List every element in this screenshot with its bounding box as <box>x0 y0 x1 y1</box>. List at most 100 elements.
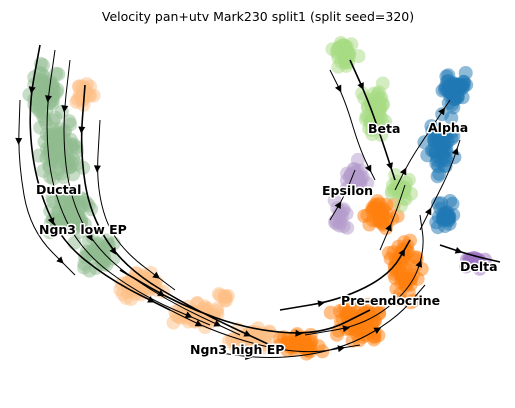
point-pre-endocrine <box>361 297 375 312</box>
point-pre-endocrine <box>385 211 400 226</box>
point-ngn3-low-ep <box>77 260 92 275</box>
point-pre-endocrine <box>373 207 388 222</box>
point-epsilon <box>339 173 354 188</box>
stream-arrow <box>364 164 372 173</box>
point-ductal <box>69 140 84 155</box>
streamline <box>63 59 241 336</box>
point-alpha <box>441 84 456 99</box>
point-ngn3-low-ep <box>72 200 87 215</box>
stream-arrow <box>454 246 463 254</box>
cluster-label-delta: Delta <box>460 259 498 274</box>
point-pre-endocrine <box>410 271 425 286</box>
stream-arrow <box>357 82 364 90</box>
stream-arrow <box>424 207 432 216</box>
point-ngn3-high-ep <box>83 88 98 103</box>
point-beta <box>332 41 347 56</box>
stream-arrow <box>78 126 86 134</box>
streamline <box>439 244 501 263</box>
streamline <box>18 99 76 276</box>
stream-arrow <box>373 327 382 334</box>
stream-arrow <box>45 95 52 103</box>
streamline <box>394 99 451 191</box>
stream-arrow <box>28 86 36 94</box>
point-beta <box>372 85 386 100</box>
point-beta <box>338 55 353 70</box>
streamline <box>97 119 176 291</box>
point-beta <box>378 114 393 129</box>
stream-arrow <box>61 105 69 113</box>
point-pre-endocrine <box>398 261 413 276</box>
stream-arrow <box>66 227 74 235</box>
streamline <box>199 284 426 358</box>
point-pre-endocrine <box>401 285 416 300</box>
point-ngn3-low-ep <box>84 244 99 259</box>
stream-arrow <box>386 162 393 170</box>
point-beta <box>389 174 404 189</box>
chart-title: Velocity pan+utv Mark230 split1 (split s… <box>102 9 414 24</box>
point-ductal <box>39 81 54 96</box>
stream-arrow <box>385 223 392 232</box>
streamline <box>329 69 376 181</box>
point-ductal <box>52 141 67 156</box>
stream-arrow <box>47 217 55 225</box>
point-ngn3-low-ep <box>67 213 82 228</box>
cluster-label-epsilon: Epsilon <box>322 183 373 198</box>
stream-arrow <box>295 329 303 337</box>
streamline <box>279 239 411 311</box>
point-ductal <box>62 114 77 129</box>
cluster-label-ngn3-high-ep: Ngn3 high EP <box>190 342 284 357</box>
stream-arrow <box>342 325 350 333</box>
stream-arrow <box>56 256 64 264</box>
point-alpha <box>429 156 444 171</box>
point-alpha <box>430 169 445 184</box>
stream-arrow <box>213 320 222 327</box>
streamline <box>46 49 211 326</box>
cluster-label-beta: Beta <box>368 121 400 136</box>
scatter-points <box>22 36 493 361</box>
point-alpha <box>441 134 455 149</box>
point-ngn3-high-ep <box>197 299 212 314</box>
cluster-label-pre-endocrine: Pre-endocrine <box>341 293 440 308</box>
point-ngn3-high-ep <box>262 325 277 340</box>
point-pre-endocrine <box>352 320 366 335</box>
stream-arrow <box>152 271 160 279</box>
point-alpha <box>441 213 456 228</box>
streamline <box>29 44 171 311</box>
point-ngn3-high-ep <box>249 328 264 343</box>
stream-arrow <box>194 319 203 327</box>
stream-arrow <box>184 311 193 318</box>
cluster-label-ductal: Ductal <box>36 182 81 197</box>
stream-arrow <box>438 107 445 116</box>
stream-arrow <box>147 296 155 303</box>
streamline <box>80 84 271 346</box>
point-ngn3-high-ep <box>218 293 233 308</box>
point-delta <box>465 253 480 268</box>
streamline <box>119 269 371 334</box>
stream-arrow <box>451 147 459 156</box>
streamline <box>379 184 406 251</box>
streamline <box>419 139 461 231</box>
point-pre-endocrine <box>290 335 305 350</box>
point-beta <box>393 198 408 213</box>
point-ngn3-high-ep <box>71 79 86 94</box>
stream-arrow <box>334 84 342 93</box>
point-ngn3-low-ep <box>55 187 70 202</box>
point-epsilon <box>354 170 369 185</box>
streamline <box>149 299 361 353</box>
stream-arrow <box>245 353 253 360</box>
cluster-labels: Ductal Ngn3 low EP Ngn3 high EP Pre-endocri… <box>35 119 500 359</box>
stream-arrow <box>317 300 325 308</box>
point-ductal <box>40 141 54 156</box>
point-alpha <box>459 77 474 92</box>
stream-arrow <box>243 330 252 337</box>
stream-arrow <box>15 137 23 145</box>
stream-arrow <box>109 246 117 255</box>
streamline <box>329 169 356 221</box>
stream-arrow <box>415 260 423 268</box>
stream-arrow <box>398 248 405 257</box>
stream-arrow <box>93 165 101 173</box>
point-epsilon <box>336 219 351 234</box>
streamline <box>349 59 396 181</box>
point-ductal <box>64 155 79 170</box>
